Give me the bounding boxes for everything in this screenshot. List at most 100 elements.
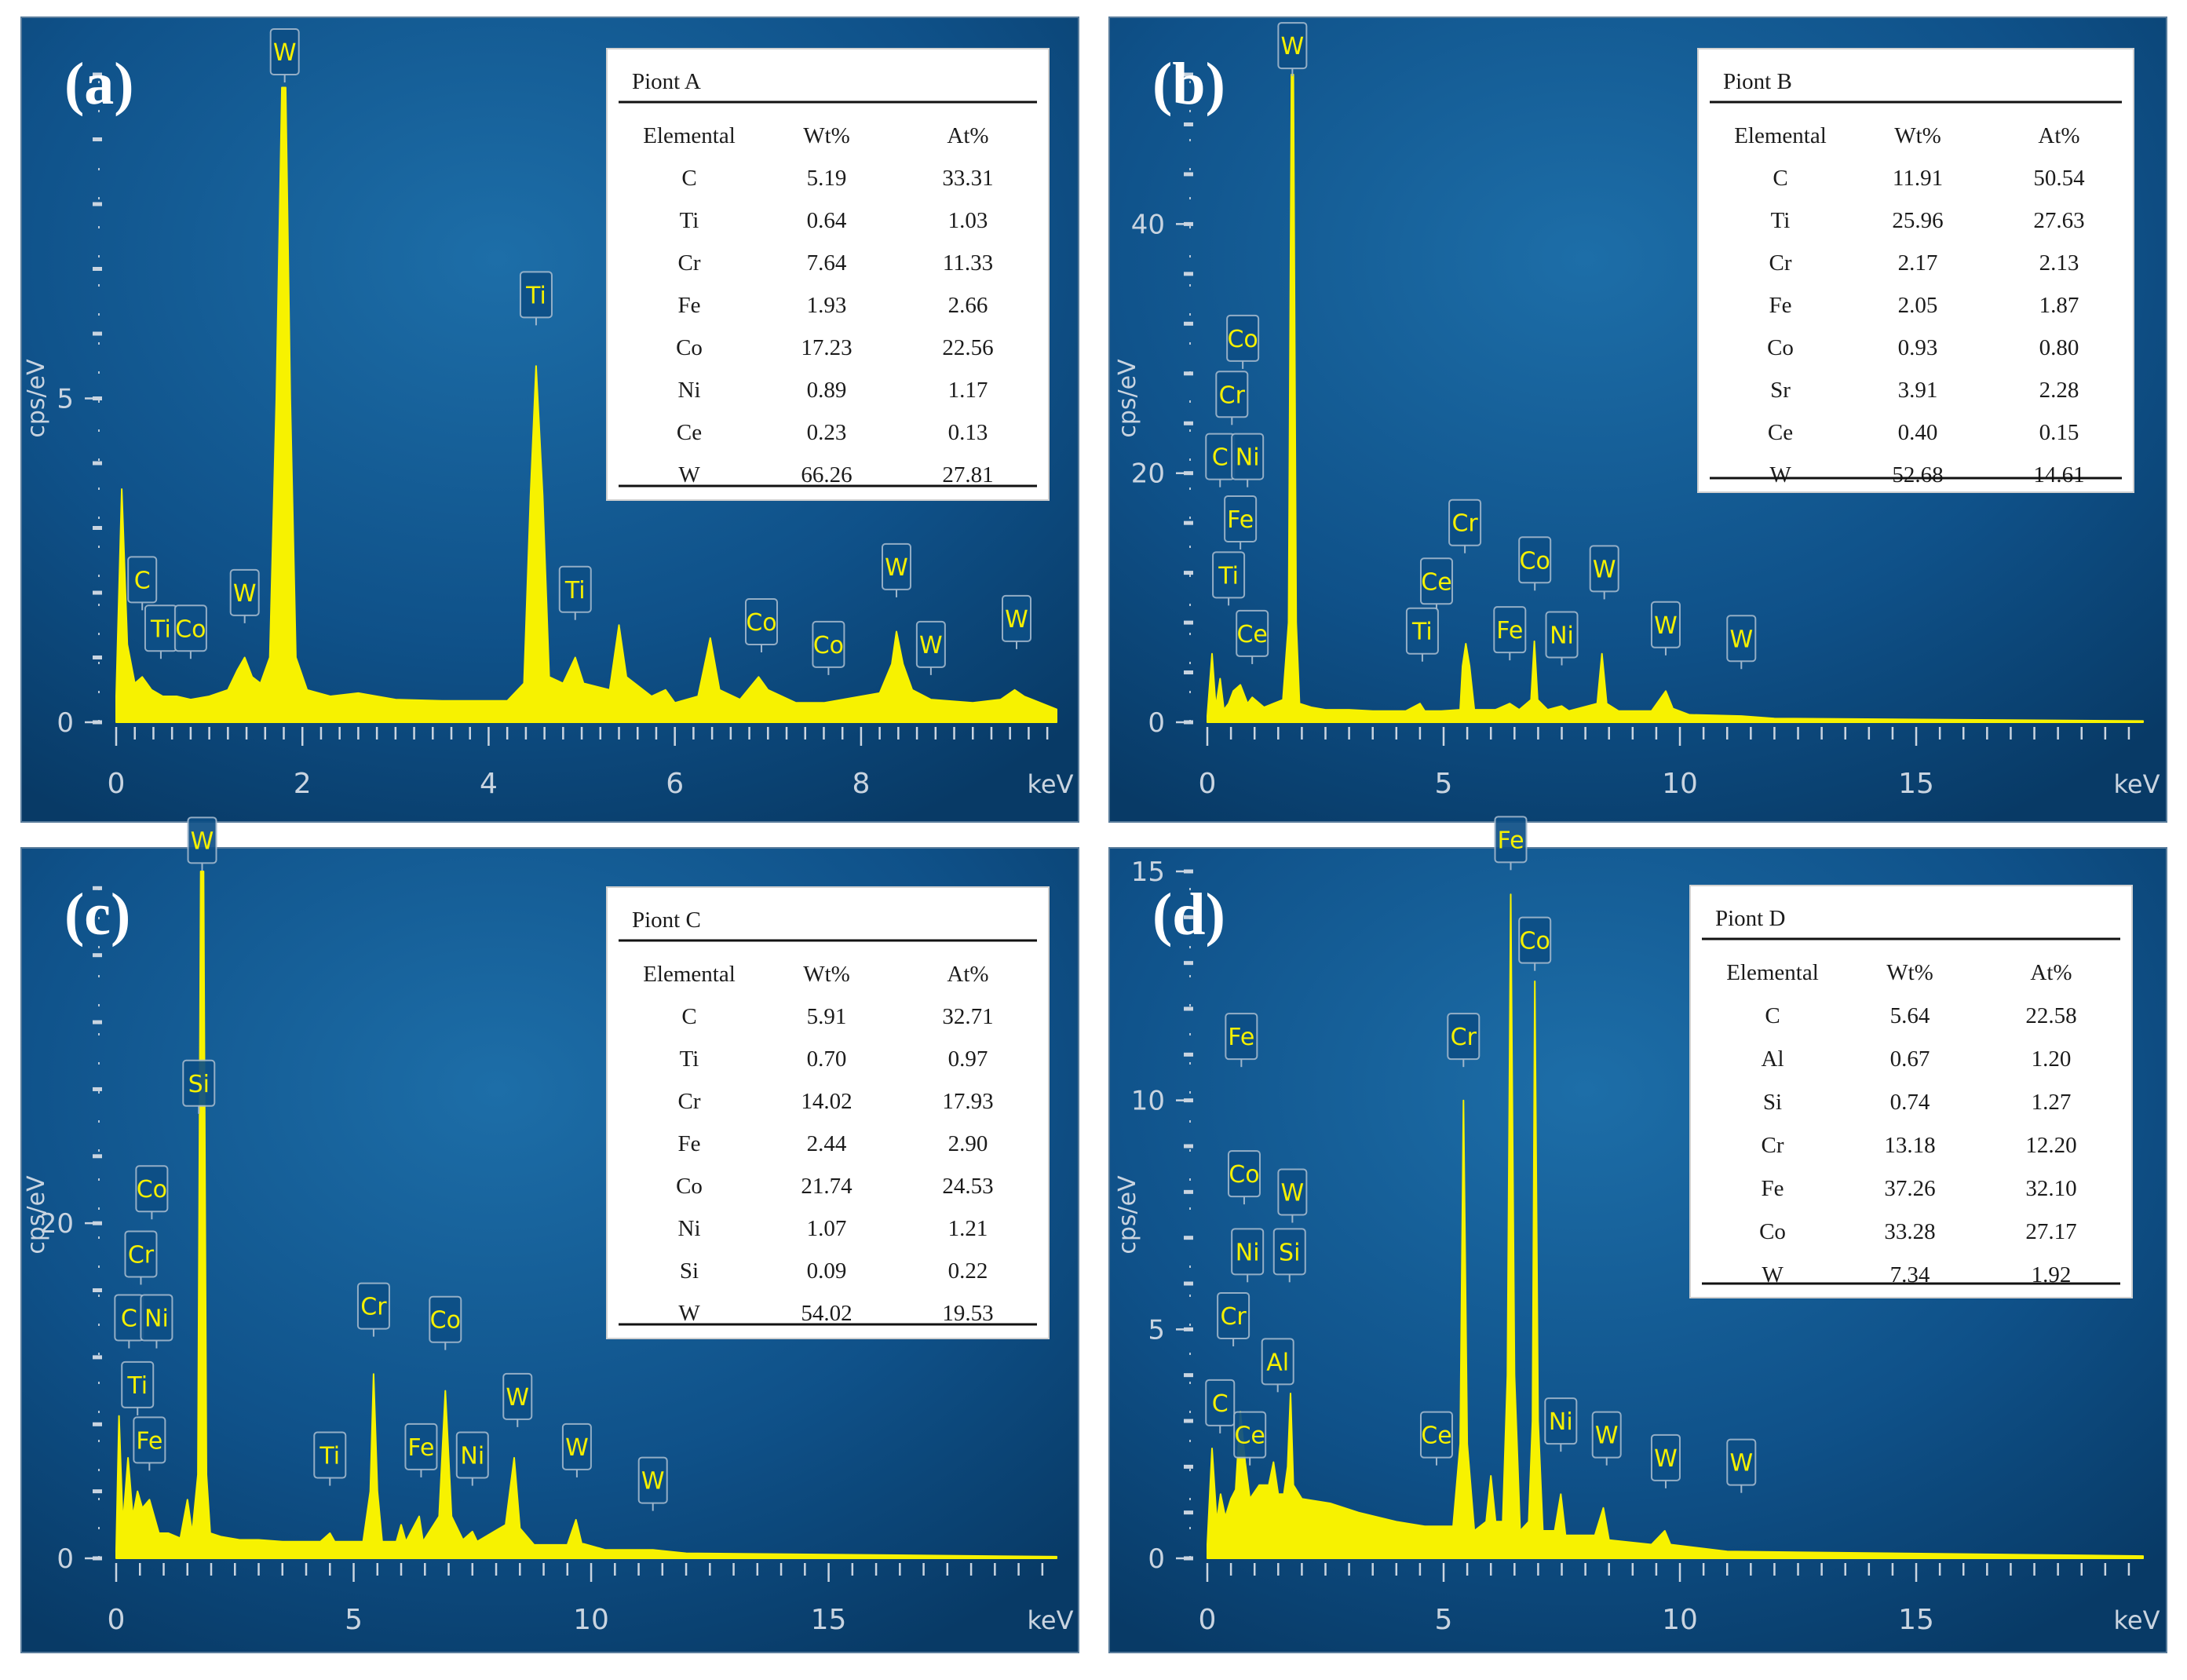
table-cell: 24.53 xyxy=(942,1174,993,1199)
table-cell: 5.64 xyxy=(1890,1003,1930,1028)
peak-label-ce: Ce xyxy=(1236,609,1269,664)
table-cell: W xyxy=(678,462,700,488)
peak-label-ce: Ce xyxy=(1233,1411,1267,1466)
y-tick-label: 0 xyxy=(57,707,74,739)
x-tick-label: 0 xyxy=(1199,1604,1217,1636)
table-cell: 0.09 xyxy=(807,1258,847,1284)
peak-label-co: Co xyxy=(1226,314,1260,369)
table-cell: Fe xyxy=(1769,293,1792,318)
peak-label-text: Fe xyxy=(136,1427,162,1455)
table-title: Piont B xyxy=(1723,69,1792,94)
peak-label-text: Co xyxy=(1229,1161,1259,1189)
table-cell: 2.13 xyxy=(2039,250,2079,276)
table-cell: 0.67 xyxy=(1890,1046,1930,1072)
peak-label-text: W xyxy=(273,39,297,67)
table-cell: 25.96 xyxy=(1892,208,1943,233)
table-cell: Co xyxy=(1767,335,1794,360)
peak-label-ti: Ti xyxy=(121,1360,155,1415)
peak-label-cr: Cr xyxy=(356,1282,390,1337)
spectrum-area xyxy=(115,86,1057,723)
peak-label-co: Co xyxy=(1518,916,1552,971)
peak-label-text: W xyxy=(1595,1423,1619,1450)
peak-label-co: Co xyxy=(429,1295,462,1350)
peak-label-text: Ti xyxy=(126,1372,148,1400)
table-cell: Cr xyxy=(678,1089,701,1114)
table-cell: 19.53 xyxy=(942,1301,993,1326)
panel-label: (d) xyxy=(1152,882,1225,948)
table-cell: C xyxy=(681,1004,696,1029)
x-unit-label: keV xyxy=(2114,769,2160,799)
table-cell: 22.56 xyxy=(942,335,993,360)
peak-label-cr: Cr xyxy=(1217,1292,1250,1346)
peak-label-co: Co xyxy=(173,604,207,659)
peak-label-fe: Fe xyxy=(1224,495,1258,550)
peak-label-ni: Ni xyxy=(455,1431,489,1486)
table-cell: 33.28 xyxy=(1884,1219,1935,1244)
table-cell: Cr xyxy=(678,250,701,276)
x-tick-label: 5 xyxy=(1435,768,1453,800)
peak-label-text: Ce xyxy=(1421,568,1451,596)
table-cell: 2.17 xyxy=(1898,250,1938,276)
table-cell: 17.93 xyxy=(942,1089,993,1114)
peak-label-text: Co xyxy=(175,615,206,643)
table-cell: 14.61 xyxy=(2033,462,2084,488)
y-tick-label: 15 xyxy=(1131,856,1165,888)
x-tick-label: 0 xyxy=(108,1604,126,1636)
table-header-cell: Wt% xyxy=(803,123,850,148)
peak-label-text: W xyxy=(1654,1445,1678,1473)
table-header-cell: Wt% xyxy=(1886,960,1933,985)
table-cell: 2.66 xyxy=(948,293,988,318)
peak-label-w: W xyxy=(1726,1438,1757,1493)
peak-label-text: W xyxy=(885,554,908,582)
peak-label-text: Cr xyxy=(128,1241,155,1269)
peak-label-text: Ni xyxy=(1236,1239,1260,1266)
y-tick-label: 20 xyxy=(1131,458,1165,490)
spectrum-area xyxy=(1207,74,2144,723)
peak-label-w: W xyxy=(1591,1411,1622,1466)
table-cell: 52.68 xyxy=(1892,462,1943,488)
x-tick-label: 15 xyxy=(1898,768,1934,800)
peak-label-si: Si xyxy=(182,1059,216,1114)
peak-label-text: Ce xyxy=(1421,1423,1451,1450)
peak-label-c: C xyxy=(1205,1379,1236,1433)
peak-label-fe: Fe xyxy=(1494,816,1528,871)
y-tick-label: 10 xyxy=(1131,1086,1165,1117)
table-cell: 50.54 xyxy=(2033,166,2085,191)
table-cell: 14.02 xyxy=(801,1089,852,1114)
peak-label-c: C xyxy=(127,556,158,611)
table-cell: 1.07 xyxy=(807,1216,847,1241)
table-cell: Cr xyxy=(1762,1133,1784,1158)
peak-label-ce: Ce xyxy=(1419,557,1453,612)
panel-label: (a) xyxy=(64,51,134,117)
peak-label-c: C xyxy=(114,1294,144,1349)
x-tick-label: 4 xyxy=(480,768,498,800)
peak-label-w: W xyxy=(1277,1168,1308,1223)
peak-label-fe: Fe xyxy=(404,1423,438,1477)
peak-label-text: Ni xyxy=(144,1306,169,1333)
table-cell: 27.81 xyxy=(942,462,993,488)
panel-label: (c) xyxy=(64,882,130,948)
peak-label-text: Co xyxy=(137,1176,167,1203)
x-tick-label: 5 xyxy=(1435,1604,1453,1636)
peak-label-co: Co xyxy=(744,598,778,652)
peak-label-text: Ti xyxy=(319,1443,340,1470)
peak-label-text: W xyxy=(1005,606,1028,634)
peak-label-w: W xyxy=(637,1456,668,1511)
table-header-cell: Wt% xyxy=(803,962,850,987)
table-cell: Cr xyxy=(1769,250,1792,276)
peak-label-w: W xyxy=(1001,594,1031,649)
composition-table: Piont C Elemental Wt% At% C 5.91 32.71 Ti 0.70 0.… xyxy=(606,886,1050,1339)
x-unit-label: keV xyxy=(2114,1605,2160,1635)
peak-label-text: Cr xyxy=(1451,1024,1477,1051)
peak-label-cr: Cr xyxy=(1447,1013,1481,1068)
peak-label-text: Si xyxy=(188,1071,210,1098)
table-background xyxy=(606,48,1050,501)
table-cell: 0.22 xyxy=(948,1258,988,1284)
peak-label-text: Ti xyxy=(150,615,171,643)
peak-label-text: Al xyxy=(1266,1349,1289,1376)
table-cell: 1.87 xyxy=(2039,293,2079,318)
table-cell: Ti xyxy=(1771,208,1791,233)
y-tick-label: 5 xyxy=(57,384,74,415)
